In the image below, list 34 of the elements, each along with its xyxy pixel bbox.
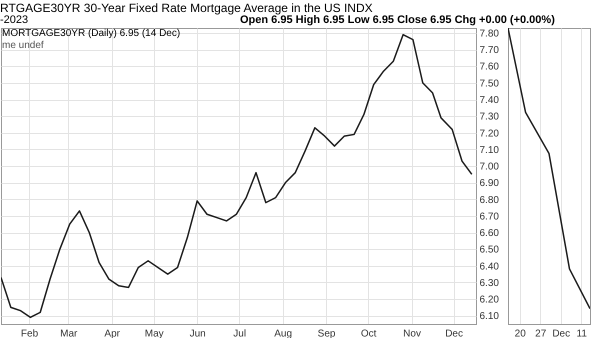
y-tick-label: 6.60 <box>480 228 500 240</box>
y-tick-label: 6.20 <box>480 294 500 306</box>
y-tick-label: 7.40 <box>480 95 500 106</box>
x-tick-label: Jul <box>233 328 246 338</box>
annotation: me undef <box>2 40 44 51</box>
y-tick-label: 7.30 <box>480 112 500 123</box>
chart-title: RTGAGE30YR 30-Year Fixed Rate Mortgage Average in the US INDX <box>0 1 373 15</box>
text: Open 6.95 High 6.95 Low 6.95 Close 6.95 Chg +0.00 (+0.00%) <box>240 14 555 26</box>
y-tick-label: 6.90 <box>480 178 500 190</box>
y-tick-label: 7.70 <box>480 45 500 56</box>
chart-subtitle: -2023 <box>0 14 28 26</box>
y-tick-label: 7.10 <box>480 144 500 156</box>
x-tick-label: Dec <box>552 328 570 338</box>
y-tick-label: 6.40 <box>480 261 500 272</box>
x-tick-label: 11 <box>576 328 588 338</box>
y-tick-label: 6.70 <box>480 211 500 222</box>
x-tick-label: Nov <box>403 328 421 338</box>
annotation: MORTGAGE30YR (Daily) 6.95 (14 Dec) <box>2 28 180 39</box>
y-tick-label: 6.10 <box>480 311 500 322</box>
x-tick-label: Mar <box>60 328 78 338</box>
x-tick-label: Feb <box>20 328 39 338</box>
y-tick-label: 7.60 <box>480 62 500 73</box>
y-tick-label: 7.50 <box>480 78 500 90</box>
x-tick-label: 27 <box>535 328 547 338</box>
y-tick-label: 7.20 <box>480 128 500 140</box>
x-tick-label: 20 <box>514 328 526 338</box>
x-tick-label: Dec <box>445 328 463 338</box>
y-tick-label: 6.30 <box>480 278 500 289</box>
x-tick-label: Oct <box>360 328 377 338</box>
x-tick-label: Jun <box>190 328 206 338</box>
y-tick-label: 7.00 <box>480 162 500 173</box>
y-tick-label: 7.80 <box>480 28 500 40</box>
y-tick-label: 6.80 <box>480 194 500 206</box>
y-tick-label: 6.50 <box>480 244 500 256</box>
